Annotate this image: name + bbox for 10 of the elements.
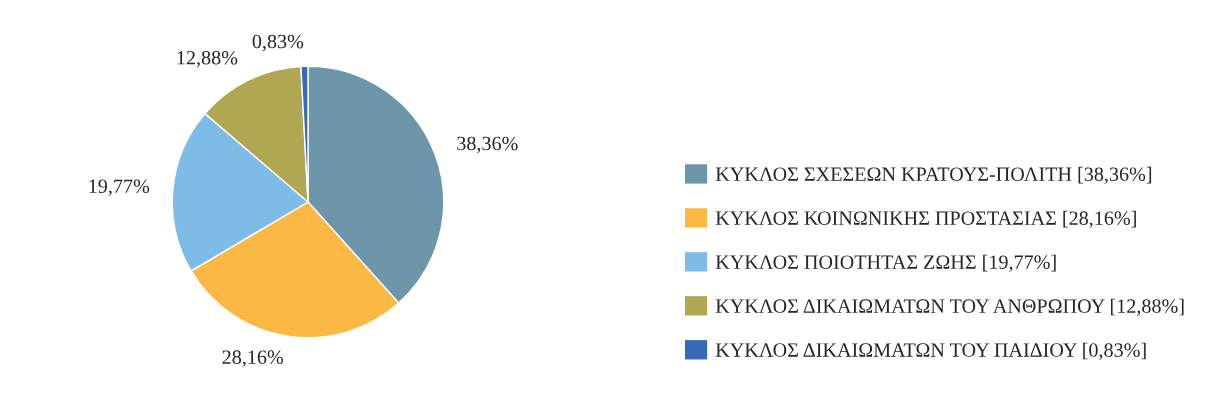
data-label: 0,83% — [252, 34, 304, 52]
data-label: 28,16% — [222, 350, 284, 367]
legend-label: ΚΥΚΛΟΣ ΚΟΙΝΩΝΙΚΗΣ ΠΡΟΣΤΑΣΙΑΣ [28,16%] — [715, 210, 1136, 228]
data-label: 19,77% — [89, 179, 150, 196]
legend-label: ΚΥΚΛΟΣ ΔΙΚΑΙΩΜΑΤΩΝ ΤΟΥ ΑΝΘΡΩΠΟΥ [12,88%] — [715, 298, 1184, 316]
data-label: 38,36% — [457, 136, 518, 154]
legend-label: ΚΥΚΛΟΣ ΔΙΚΑΙΩΜΑΤΩΝ ΤΟΥ ΠΑΙΔΙΟΥ [0,83%] — [715, 342, 1146, 360]
data-label: 12,88% — [177, 50, 238, 68]
legend-label: ΚΥΚΛΟΣ ΣΧΕΣΕΩΝ ΚΡΑΤΟΥΣ-ΠΟΛΙΤΗ [38,36%] — [715, 166, 1152, 184]
legend-label: ΚΥΚΛΟΣ ΠΟΙΟΤΗΤΑΣ ΖΩΗΣ [19,77%] — [715, 254, 1056, 272]
